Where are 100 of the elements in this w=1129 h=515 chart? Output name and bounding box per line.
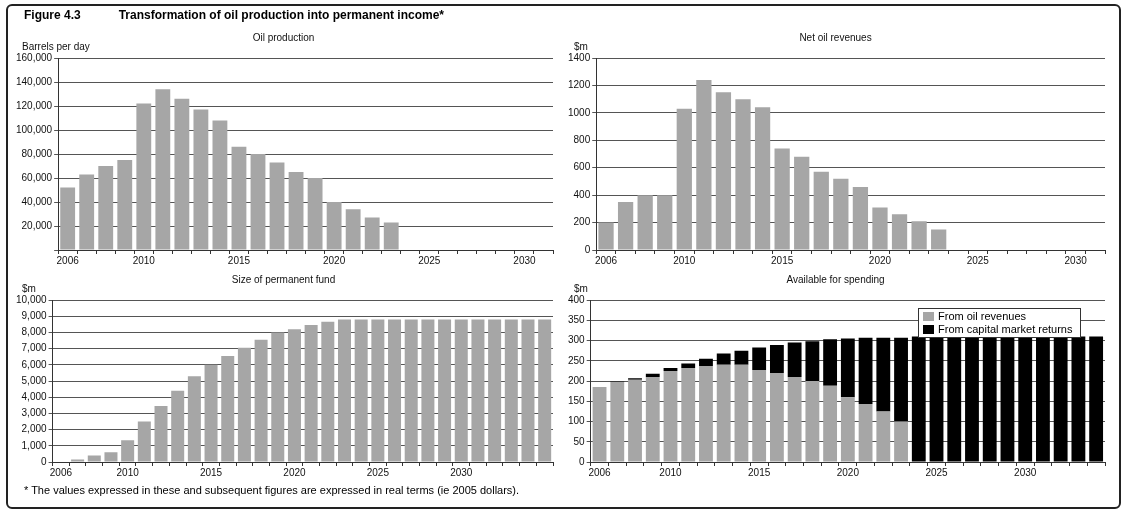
x-tick-label: 2030 <box>1064 254 1088 266</box>
bar <box>521 319 535 462</box>
y-tick-label: 250 <box>568 354 586 366</box>
y-tick-label: 10,000 <box>15 293 48 305</box>
bar <box>269 162 285 250</box>
bar <box>929 336 944 462</box>
y-tick-label: 60,000 <box>21 171 53 183</box>
y-axis-title: $m <box>574 282 588 294</box>
x-tick-label: 2006 <box>594 254 618 266</box>
bar <box>894 337 908 422</box>
y-tick-label: 1,000 <box>21 439 48 451</box>
bar <box>321 321 335 462</box>
bar <box>383 222 399 250</box>
x-tick-label: 2030 <box>1014 466 1037 478</box>
bar <box>735 99 751 250</box>
y-tick-label: 6,000 <box>21 358 48 370</box>
bar <box>681 363 696 369</box>
bar <box>769 344 784 373</box>
bar <box>193 109 209 250</box>
bar <box>326 202 342 250</box>
bar <box>876 337 891 412</box>
bar <box>787 376 802 462</box>
x-tick-label: 2025 <box>418 254 441 266</box>
bar <box>699 366 713 462</box>
x-tick-label: 2015 <box>748 466 771 478</box>
bar <box>304 325 318 462</box>
x-tick-label: 2030 <box>513 254 537 266</box>
text: * The values expressed in these and subsequent figures are expressed in real terms (ie 2005 dollars). <box>24 484 520 496</box>
x-tick-label: 2015 <box>227 254 251 266</box>
y-tick-label: 150 <box>568 395 586 406</box>
bar <box>663 368 678 371</box>
bar <box>931 229 947 250</box>
bar <box>104 452 118 462</box>
bar <box>947 336 962 462</box>
y-tick-label: 4,000 <box>21 390 48 402</box>
bar <box>891 214 908 250</box>
bar <box>1018 336 1033 462</box>
x-tick-label: 2020 <box>868 254 892 266</box>
x-tick-label: 2010 <box>116 466 140 478</box>
bar <box>734 364 749 462</box>
y-tick-label: 0 <box>579 455 586 467</box>
x-tick-label: 2006 <box>588 466 612 478</box>
bar <box>982 336 997 462</box>
bar <box>438 319 452 462</box>
bar <box>1036 336 1050 462</box>
bar <box>231 146 247 250</box>
bar <box>715 92 732 250</box>
y-axis-title: $m <box>22 282 36 294</box>
bar <box>98 166 114 250</box>
bar <box>676 108 692 250</box>
bar <box>388 319 402 462</box>
x-tick-label: 2025 <box>966 254 990 266</box>
y-tick-label: 160,000 <box>15 51 53 63</box>
bar <box>852 186 869 250</box>
bar <box>187 376 201 462</box>
bar <box>121 440 135 462</box>
bar <box>823 385 838 462</box>
bar <box>345 209 361 250</box>
bar <box>645 376 660 462</box>
bar <box>858 404 873 462</box>
y-tick-label: 3,000 <box>21 407 48 419</box>
y-tick-label: 1000 <box>568 106 591 118</box>
bar <box>371 319 385 462</box>
y-tick-label: 140,000 <box>15 75 53 87</box>
y-tick-label: 600 <box>573 161 591 173</box>
y-tick-label: 100 <box>568 415 586 427</box>
x-tick-label: 2015 <box>771 254 794 266</box>
y-tick-label: 300 <box>568 334 586 346</box>
bar <box>421 319 435 462</box>
bar <box>823 339 838 386</box>
y-tick-label: 9,000 <box>21 309 48 321</box>
bar <box>488 319 502 462</box>
bar <box>716 353 731 365</box>
y-tick-label: 5,000 <box>21 374 48 386</box>
bar <box>696 79 712 250</box>
x-tick-label: 2030 <box>450 466 473 478</box>
bar <box>637 195 653 250</box>
bar <box>628 379 642 462</box>
y-tick-label: 400 <box>568 293 586 305</box>
bar <box>204 364 218 462</box>
bar <box>911 221 927 250</box>
bar <box>805 381 820 462</box>
x-tick-label: 2010 <box>673 254 696 266</box>
y-tick-label: 8,000 <box>21 326 48 338</box>
bar <box>876 411 891 462</box>
x-tick-label: 2010 <box>132 254 156 266</box>
bar <box>965 336 979 462</box>
bar <box>212 120 228 250</box>
bar <box>137 421 151 462</box>
bar <box>794 156 810 250</box>
bar <box>833 178 849 250</box>
y-tick-label: 2,000 <box>21 423 48 435</box>
chart-title: Oil production <box>252 31 315 43</box>
text: Transformation of oil production into permanent income* <box>118 8 445 22</box>
chart-title: Net oil revenues <box>799 31 872 43</box>
bar <box>171 390 185 462</box>
caption: Figure 4.3 <box>24 8 81 22</box>
bar <box>754 107 771 250</box>
y-tick-label: 200 <box>568 374 586 386</box>
bar <box>117 160 133 250</box>
